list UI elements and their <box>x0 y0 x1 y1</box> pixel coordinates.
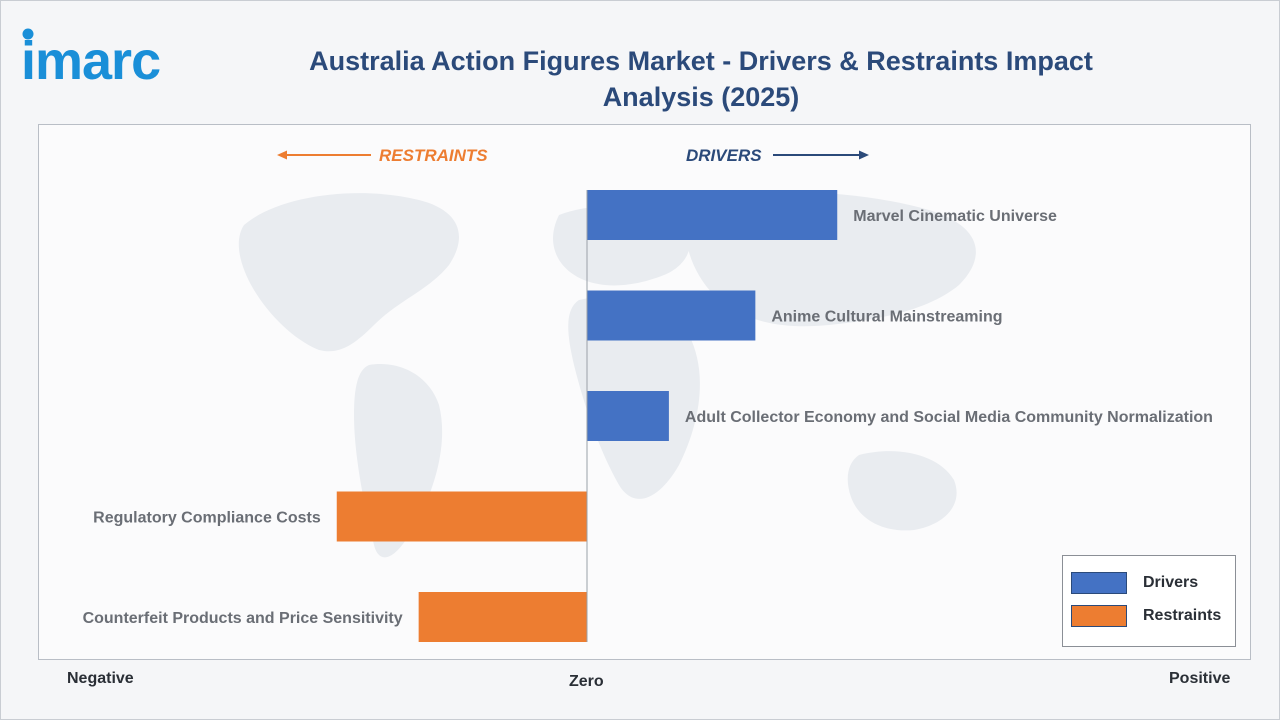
axis-zero-label: Zero <box>569 673 604 690</box>
bar-restraints-4 <box>418 592 587 642</box>
legend-label-drivers: Drivers <box>1143 574 1199 591</box>
drivers-arrowhead <box>859 150 869 160</box>
bar-drivers-1 <box>587 290 756 341</box>
bar-label-1: Anime Cultural Mainstreaming <box>771 309 1002 326</box>
legend-item-restraints: Restraints <box>1071 605 1221 627</box>
chart-title: Australia Action Figures Market - Driver… <box>251 43 1151 115</box>
axis-negative-label: Negative <box>67 670 134 687</box>
plot-area: RESTRAINTS DRIVERS Marvel Cinematic Univer… <box>38 124 1251 660</box>
bar-label-2: Adult Collector Economy and Social Media… <box>685 409 1213 426</box>
chart-title-line2: Analysis (2025) <box>602 82 800 112</box>
restraints-direction-label: RESTRAINTS <box>379 146 488 165</box>
bar-chart: RESTRAINTS DRIVERS Marvel Cinematic Univer… <box>83 146 1213 642</box>
bar-label-3: Regulatory Compliance Costs <box>93 510 321 527</box>
chart-title-line1: Australia Action Figures Market - Driver… <box>309 46 1093 76</box>
bar-label-4: Counterfeit Products and Price Sensitivi… <box>83 610 403 627</box>
bar-label-0: Marvel Cinematic Universe <box>853 208 1057 225</box>
legend-label-restraints: Restraints <box>1143 607 1222 624</box>
bar-restraints-3 <box>336 491 587 542</box>
drivers-direction-label: DRIVERS <box>686 146 762 165</box>
bar-drivers-0 <box>587 190 838 240</box>
bar-drivers-2 <box>587 391 669 441</box>
svg-text:imarc: imarc <box>21 31 160 87</box>
chart-legend: Drivers Restraints <box>1062 555 1236 647</box>
legend-swatch-drivers <box>1071 572 1127 594</box>
imarc-logo: imarc <box>21 28 161 87</box>
legend-swatch-restraints <box>1071 605 1127 627</box>
restraints-arrowhead <box>277 150 287 160</box>
axis-positive-label: Positive <box>1169 670 1231 687</box>
legend-item-drivers: Drivers <box>1071 572 1198 594</box>
